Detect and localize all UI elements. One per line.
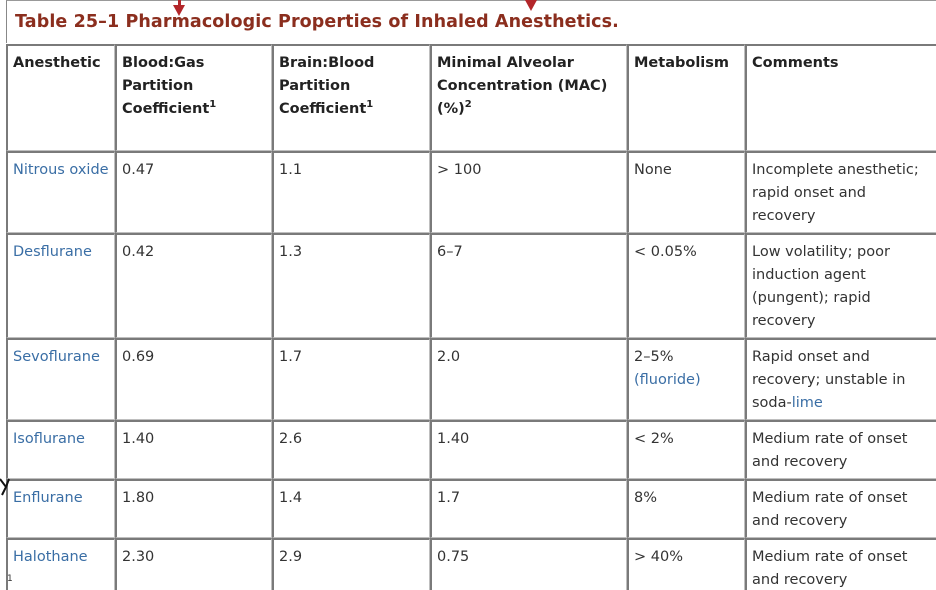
cell-comments: Rapid onset and recovery; unstable in so…: [745, 338, 936, 420]
anesthetic-name-link[interactable]: Desflurane: [6, 233, 115, 338]
header-anesthetic: Anesthetic: [6, 44, 115, 151]
cell-comments: Medium rate of onset and recovery: [745, 538, 936, 590]
cell-metabolism: < 0.05%: [627, 233, 745, 338]
cell-mac: 6–7: [430, 233, 627, 338]
cell-mac: 1.40: [430, 420, 627, 479]
header-comments-label: Comments: [752, 55, 839, 71]
header-anesthetic-label: Anesthetic: [13, 55, 101, 71]
cell-blood-gas: 0.47: [115, 151, 272, 233]
anesthetic-name[interactable]: Halothane: [13, 549, 88, 565]
anesthetic-name[interactable]: Nitrous oxide: [13, 162, 109, 178]
cell-mac: 1.7: [430, 479, 627, 538]
anesthetic-name-link[interactable]: Nitrous oxide: [6, 151, 115, 233]
table-title: Table 25–1 Pharmacologic Properties of I…: [15, 12, 619, 32]
anesthetic-name-link[interactable]: Enflurane: [6, 479, 115, 538]
anesthetic-name[interactable]: Desflurane: [13, 244, 92, 260]
header-metabolism-label: Metabolism: [634, 55, 730, 71]
anesthetic-name-link[interactable]: Isoflurane: [6, 420, 115, 479]
header-metabolism: Metabolism: [627, 44, 745, 151]
table-row: Enflurane 1.80 1.4 1.7 8% Medium rate of…: [6, 479, 936, 538]
cell-metabolism: 8%: [627, 479, 745, 538]
cell-blood-gas: 1.40: [115, 420, 272, 479]
annotation-arrow-1: [173, 5, 185, 16]
header-mac-label: Minimal Alveolar Concentration (MAC) (%): [437, 55, 608, 117]
cell-brain-blood: 1.7: [272, 338, 430, 420]
header-blood-gas: Blood:Gas Partition Coefficient1: [115, 44, 272, 151]
cell-mac: 0.75: [430, 538, 627, 590]
anesthetic-name[interactable]: Isoflurane: [13, 431, 85, 447]
footnote-mark: 1: [7, 574, 13, 584]
cell-blood-gas: 1.80: [115, 479, 272, 538]
header-brain-blood: Brain:Blood Partition Coefficient1: [272, 44, 430, 151]
anesthetic-name-link[interactable]: Halothane: [6, 538, 115, 590]
header-comments: Comments: [745, 44, 936, 151]
cell-comments: Incomplete anesthetic; rapid onset and r…: [745, 151, 936, 233]
cell-brain-blood: 2.9: [272, 538, 430, 590]
cell-comments: Medium rate of onset and recovery: [745, 479, 936, 538]
header-blood-gas-footnote: 1: [209, 99, 217, 110]
metabolism-value: 2–5%: [634, 349, 674, 365]
cell-brain-blood: 2.6: [272, 420, 430, 479]
table-row: Desflurane 0.42 1.3 6–7 < 0.05% Low vola…: [6, 233, 936, 338]
anesthetic-name-link[interactable]: Sevoflurane: [6, 338, 115, 420]
cell-metabolism: > 40%: [627, 538, 745, 590]
cell-metabolism: < 2%: [627, 420, 745, 479]
cell-blood-gas: 2.30: [115, 538, 272, 590]
table-row: Isoflurane 1.40 2.6 1.40 < 2% Medium rat…: [6, 420, 936, 479]
table-row: Halothane 2.30 2.9 0.75 > 40% Medium rat…: [6, 538, 936, 590]
anesthetics-table: Anesthetic Blood:Gas Partition Coefficie…: [6, 44, 936, 590]
cell-blood-gas: 0.69: [115, 338, 272, 420]
cell-comments: Low volatility; poor induction agent (pu…: [745, 233, 936, 338]
table-row: Nitrous oxide 0.47 1.1 > 100 None Incomp…: [6, 151, 936, 233]
table-row: Sevoflurane 0.69 1.7 2.0 2–5% (fluoride) …: [6, 338, 936, 420]
header-blood-gas-label: Blood:Gas Partition Coefficient: [122, 55, 210, 117]
header-brain-blood-footnote: 1: [366, 99, 374, 110]
cell-brain-blood: 1.3: [272, 233, 430, 338]
header-mac: Minimal Alveolar Concentration (MAC) (%)…: [430, 44, 627, 151]
cell-metabolism: 2–5% (fluoride): [627, 338, 745, 420]
header-row: Anesthetic Blood:Gas Partition Coefficie…: [6, 44, 936, 151]
anesthetic-name[interactable]: Enflurane: [13, 490, 83, 506]
cell-comments: Medium rate of onset and recovery: [745, 420, 936, 479]
fluoride-link[interactable]: (fluoride): [634, 372, 701, 388]
annotation-arrow-stem-1: [178, 0, 181, 6]
cell-mac: > 100: [430, 151, 627, 233]
header-brain-blood-label: Brain:Blood Partition Coefficient: [279, 55, 375, 117]
comments-text: Rapid onset and recovery; unstable in so…: [752, 349, 906, 411]
cell-brain-blood: 1.1: [272, 151, 430, 233]
cell-mac: 2.0: [430, 338, 627, 420]
table-caption-bar: Table 25–1 Pharmacologic Properties of I…: [6, 0, 936, 43]
lime-link[interactable]: lime: [791, 395, 823, 411]
annotation-arrow-2: [525, 0, 537, 11]
anesthetic-name[interactable]: Sevoflurane: [13, 349, 100, 365]
cell-brain-blood: 1.4: [272, 479, 430, 538]
cell-metabolism: None: [627, 151, 745, 233]
header-mac-footnote: 2: [464, 99, 472, 110]
cell-blood-gas: 0.42: [115, 233, 272, 338]
stray-pen-mark: [0, 478, 10, 496]
